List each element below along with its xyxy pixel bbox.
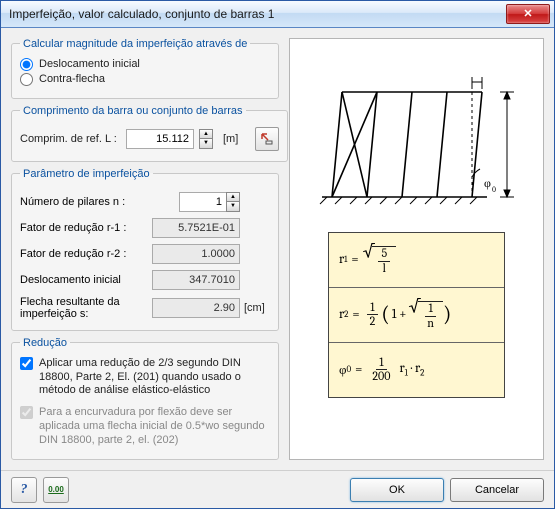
svg-text:0: 0 xyxy=(492,185,496,194)
ok-button[interactable]: OK xyxy=(350,478,444,502)
length-row: Comprim. de ref. L : 15.112 ▲ ▼ [m] xyxy=(20,127,279,151)
spin-up-icon[interactable]: ▲ xyxy=(226,192,240,202)
d-label: Deslocamento inicial xyxy=(20,274,152,286)
right-column: φ 0 r1 = xyxy=(289,38,544,461)
formula-box: r1 = √5l r2 = 12 ( 1 + √1n ) φ0 = 1200 xyxy=(328,232,505,398)
help-button[interactable]: ? xyxy=(11,477,37,503)
length-spinner[interactable]: ▲ ▼ xyxy=(199,129,213,149)
formula-phi0: φ0 = 1200 r1 · r2 xyxy=(329,343,504,397)
spin-down-icon[interactable]: ▼ xyxy=(199,138,213,149)
n-spinner[interactable]: ▲ ▼ xyxy=(226,192,240,212)
field-d: Deslocamento inicial 347.7010 xyxy=(20,270,270,290)
close-icon: ✕ xyxy=(523,7,532,20)
r2-value: 1.0000 xyxy=(152,244,240,264)
checkbox-din-201[interactable]: Aplicar uma redução de 2/3 segundo DIN 1… xyxy=(20,357,270,398)
s-label: Flecha resultante da imperfeição s: xyxy=(20,296,152,320)
svg-text:φ: φ xyxy=(484,176,491,190)
radio-deslocamento-inicial[interactable]: Deslocamento inicial xyxy=(20,58,270,71)
field-s: Flecha resultante da imperfeição s: 2.90… xyxy=(20,296,270,320)
checkbox-din-201-input[interactable] xyxy=(20,357,33,370)
pick-length-button[interactable] xyxy=(255,127,279,151)
radio-contra-label: Contra-flecha xyxy=(39,73,105,85)
window-title: Imperfeição, valor calculado, conjunto d… xyxy=(9,7,506,21)
s-unit: [cm] xyxy=(244,302,270,314)
r1-label: Fator de redução r-1 : xyxy=(20,222,152,234)
group-param: Parâmetro de imperfeição Número de pilar… xyxy=(11,168,279,331)
close-button[interactable]: ✕ xyxy=(506,4,550,24)
radio-contra-flecha[interactable]: Contra-flecha xyxy=(20,73,270,86)
pick-arrow-icon xyxy=(260,132,274,146)
checkbox-din-202-input xyxy=(20,406,33,419)
frame-diagram: φ 0 xyxy=(312,47,522,212)
precision-button[interactable]: 0.00 xyxy=(43,477,69,503)
formula-r1: r1 = √5l xyxy=(329,233,504,288)
formula-phi-sym: φ xyxy=(339,362,347,378)
group-reducao-legend: Redução xyxy=(20,337,70,349)
content-area: Calcular magnitude da imperfeição atravé… xyxy=(1,28,554,471)
checkbox-din-202-label: Para a encurvadura por flexão deve ser a… xyxy=(39,406,270,447)
title-bar: Imperfeição, valor calculado, conjunto d… xyxy=(1,1,554,28)
field-n: Número de pilares n : 1 ▲ ▼ xyxy=(20,192,270,212)
length-label: Comprim. de ref. L : xyxy=(20,133,120,145)
group-reducao: Redução Aplicar uma redução de 2/3 segun… xyxy=(11,337,279,461)
field-r1: Fator de redução r-1 : 5.7521E-01 xyxy=(20,218,270,238)
radio-contra-input[interactable] xyxy=(20,73,33,86)
group-calc-legend: Calcular magnitude da imperfeição atravé… xyxy=(20,38,250,50)
formula-r2: r2 = 12 ( 1 + √1n ) xyxy=(329,288,504,343)
cancel-button[interactable]: Cancelar xyxy=(450,478,544,502)
checkbox-din-201-label: Aplicar uma redução de 2/3 segundo DIN 1… xyxy=(39,357,270,398)
length-unit: [m] xyxy=(223,133,249,145)
precision-icon: 0.00 xyxy=(48,485,64,494)
d-value: 347.7010 xyxy=(152,270,240,290)
group-length-legend: Comprimento da barra ou conjunto de barr… xyxy=(20,105,246,117)
dialog-window: Imperfeição, valor calculado, conjunto d… xyxy=(0,0,555,509)
footer-bar: ? 0.00 OK Cancelar xyxy=(1,470,554,508)
radio-deslocamento-input[interactable] xyxy=(20,58,33,71)
spin-up-icon[interactable]: ▲ xyxy=(199,129,213,139)
left-column: Calcular magnitude da imperfeição atravé… xyxy=(11,38,279,461)
r1-value: 5.7521E-01 xyxy=(152,218,240,238)
spin-down-icon[interactable]: ▼ xyxy=(226,201,240,212)
help-icon: ? xyxy=(21,482,28,498)
checkbox-din-202: Para a encurvadura por flexão deve ser a… xyxy=(20,406,270,447)
field-r2: Fator de redução r-2 : 1.0000 xyxy=(20,244,270,264)
group-param-legend: Parâmetro de imperfeição xyxy=(20,168,153,180)
group-calc-magnitude: Calcular magnitude da imperfeição atravé… xyxy=(11,38,279,99)
radio-deslocamento-label: Deslocamento inicial xyxy=(39,58,140,70)
group-length: Comprimento da barra ou conjunto de barr… xyxy=(11,105,288,162)
r2-label: Fator de redução r-2 : xyxy=(20,248,152,260)
n-label: Número de pilares n : xyxy=(20,196,179,208)
s-value: 2.90 xyxy=(152,298,240,318)
length-input[interactable]: 15.112 xyxy=(126,129,194,149)
n-input[interactable]: 1 xyxy=(179,192,227,212)
